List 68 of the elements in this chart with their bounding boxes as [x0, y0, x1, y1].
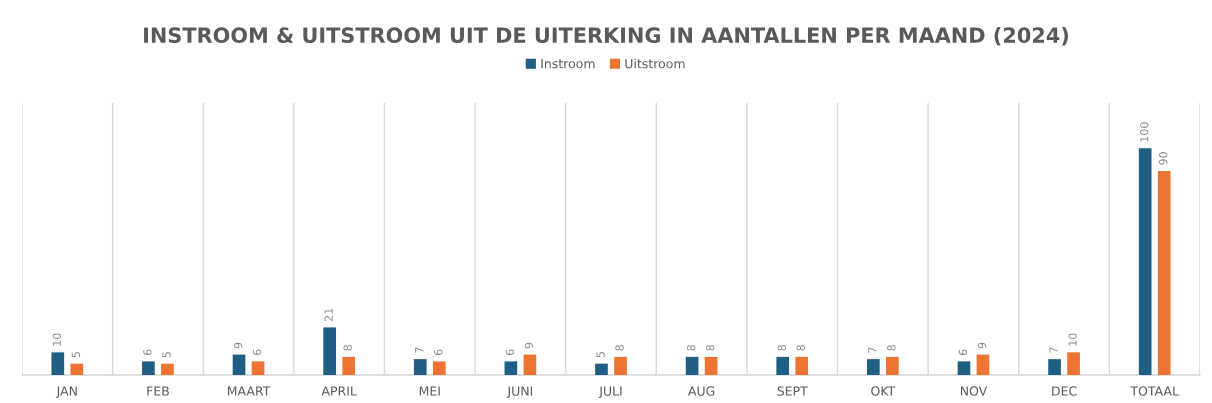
x-tick-label: AUG [688, 386, 715, 396]
data-label: 9 [233, 342, 243, 349]
bar [976, 354, 990, 375]
data-label: 7 [868, 347, 877, 353]
chart-title: INSTROOM & UITSTROOM UIT DE UITERKING IN AANTALLEN PER MAAND (2024) [144, 26, 1069, 46]
bar [776, 356, 790, 375]
bar [251, 361, 265, 375]
data-label: 90 [1159, 152, 1168, 165]
data-label: 9 [524, 342, 534, 349]
x-tick-label: MEI [419, 386, 440, 396]
bar [1157, 171, 1171, 375]
bar [957, 361, 971, 375]
data-label: 8 [705, 345, 715, 351]
data-label: 10 [52, 333, 62, 346]
bar [413, 359, 427, 375]
x-tick-label: MAART [227, 386, 271, 396]
bar [432, 361, 446, 375]
bar [595, 363, 608, 375]
data-label: 8 [887, 345, 896, 351]
bar [70, 363, 84, 375]
bar [886, 356, 899, 375]
data-label: 7 [415, 347, 424, 353]
data-label: 6 [505, 349, 515, 356]
data-label: 6 [252, 349, 262, 356]
data-label: 8 [343, 345, 352, 351]
data-label: 5 [596, 352, 605, 358]
data-label: 9 [977, 342, 987, 349]
bar [523, 354, 537, 375]
data-label: 8 [686, 345, 696, 351]
x-tick-label: APRIL [321, 386, 357, 396]
bar [323, 327, 336, 375]
data-label: 8 [777, 345, 786, 351]
data-label: 21 [324, 308, 333, 322]
data-label: 100 [1140, 122, 1149, 142]
x-tick-label: SEPT [777, 386, 808, 396]
x-tick-label: JUNI [506, 386, 533, 399]
data-label: 6 [958, 349, 968, 356]
legend-label: Instroom [541, 59, 595, 69]
bar [142, 361, 155, 375]
data-label: 5 [162, 352, 171, 358]
bar [342, 356, 356, 375]
bar [1067, 352, 1080, 375]
data-label: 8 [615, 345, 624, 351]
bar [232, 354, 246, 375]
x-tick-label: NOV [960, 386, 988, 396]
bar [795, 356, 809, 375]
x-tick-label: DEC [1052, 386, 1077, 396]
x-tick-label: JULI [598, 386, 622, 399]
bar [1048, 359, 1061, 375]
x-tick-label: TOTAAL [1130, 386, 1179, 396]
bar [161, 363, 174, 375]
data-label: 8 [796, 345, 805, 351]
data-label: 6 [143, 349, 152, 356]
bar [504, 361, 518, 375]
bar [685, 356, 699, 375]
x-tick-label: OKT [871, 386, 896, 396]
data-label: 7 [1049, 347, 1058, 353]
data-label: 6 [434, 349, 443, 356]
legend-label: Uitstroom [625, 58, 685, 69]
x-tick-label: JAN [55, 386, 77, 399]
bar [51, 352, 65, 375]
data-label: 10 [1068, 333, 1077, 346]
data-label: 5 [71, 352, 81, 358]
bar [614, 356, 627, 375]
x-tick-label: FEB [147, 386, 169, 396]
bar [866, 359, 880, 375]
bar [1138, 148, 1152, 375]
bar [704, 356, 718, 375]
